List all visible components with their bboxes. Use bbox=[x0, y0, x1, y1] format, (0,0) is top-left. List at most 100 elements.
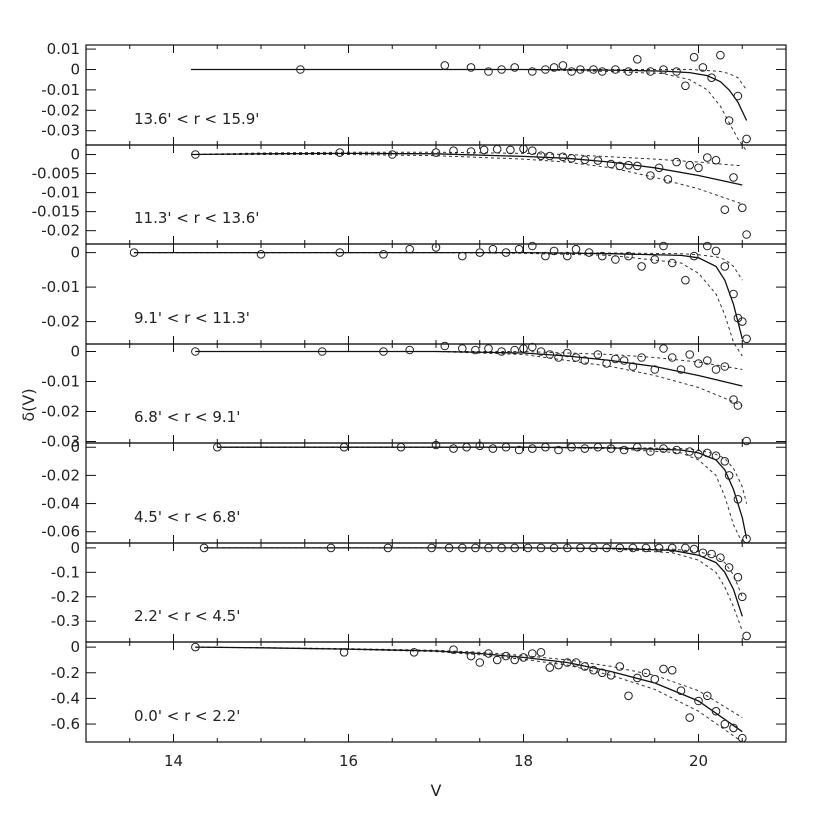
data-point bbox=[471, 543, 480, 553]
data-point bbox=[431, 148, 441, 157]
data-point bbox=[584, 248, 594, 257]
data-point bbox=[458, 251, 467, 261]
data-point bbox=[510, 63, 520, 72]
panel-4: 0 -0.01 -0.02 -0.03 6.8' < r < 9.1' bbox=[41, 341, 787, 451]
data-point bbox=[707, 549, 716, 559]
radius-range-label: 2.2' < r < 4.5' bbox=[134, 607, 240, 625]
y-tick-label: 0 bbox=[70, 244, 80, 262]
y-tick-label: -0.1 bbox=[51, 563, 80, 581]
radius-range-label: 6.8' < r < 9.1' bbox=[134, 408, 240, 426]
data-point bbox=[536, 648, 546, 657]
data-point bbox=[611, 65, 620, 74]
data-point bbox=[685, 447, 695, 456]
data-point bbox=[129, 248, 139, 257]
panel-frame bbox=[85, 641, 787, 743]
data-point bbox=[672, 445, 681, 455]
data-point bbox=[405, 244, 415, 254]
radius-range-label: 9.1' < r < 11.3' bbox=[134, 309, 250, 327]
data-point bbox=[405, 345, 415, 355]
data-point bbox=[716, 553, 725, 563]
data-point bbox=[501, 651, 511, 661]
data-point bbox=[659, 241, 668, 251]
y-tick-label: -0.02 bbox=[41, 101, 80, 119]
data-point bbox=[711, 246, 721, 256]
radius-range-label: 4.5' < r < 6.8' bbox=[134, 508, 240, 526]
data-point bbox=[641, 668, 651, 678]
y-tick-label: -0.4 bbox=[51, 689, 80, 707]
data-point bbox=[484, 649, 493, 658]
data-point bbox=[449, 645, 458, 655]
data-point bbox=[326, 543, 336, 553]
data-point bbox=[213, 442, 222, 452]
y-tick-label: -0.02 bbox=[41, 222, 80, 240]
data-point bbox=[449, 444, 458, 453]
data-point bbox=[497, 65, 506, 74]
data-point bbox=[471, 345, 480, 355]
y-tick-label: -0.02 bbox=[41, 466, 80, 484]
data-point bbox=[497, 347, 506, 356]
data-point bbox=[619, 445, 629, 455]
data-point bbox=[659, 664, 668, 674]
x-tick-label: 14 bbox=[164, 752, 183, 770]
panel-frame bbox=[85, 442, 787, 544]
data-point bbox=[488, 244, 498, 254]
data-point bbox=[379, 347, 388, 356]
data-point bbox=[698, 63, 708, 72]
data-point bbox=[720, 205, 730, 214]
data-point bbox=[475, 441, 485, 451]
data-point bbox=[720, 719, 730, 729]
data-point bbox=[339, 648, 349, 657]
dashed-curve-lower bbox=[191, 69, 748, 152]
panel-7: 0 -0.2 -0.4 -0.6 0.0' < r < 2.2' bbox=[51, 638, 787, 743]
data-point bbox=[506, 145, 515, 155]
solid-curve bbox=[191, 68, 748, 121]
data-point bbox=[256, 250, 266, 259]
data-point bbox=[580, 155, 590, 165]
data-point bbox=[624, 691, 633, 701]
data-point bbox=[545, 663, 555, 672]
data-point bbox=[720, 457, 730, 466]
data-point bbox=[396, 442, 406, 452]
data-point bbox=[466, 63, 476, 72]
data-point bbox=[593, 156, 603, 165]
data-point bbox=[528, 146, 537, 155]
dashed-curve-upper bbox=[217, 446, 748, 504]
data-point bbox=[541, 442, 550, 452]
data-point bbox=[611, 255, 620, 264]
data-point bbox=[388, 150, 397, 159]
data-point bbox=[536, 347, 546, 356]
data-point bbox=[554, 445, 563, 455]
data-point bbox=[711, 365, 721, 374]
data-point bbox=[615, 662, 625, 671]
data-point bbox=[580, 444, 590, 453]
data-point bbox=[606, 159, 616, 169]
data-point bbox=[554, 353, 563, 362]
y-tick-label: -0.03 bbox=[41, 122, 80, 140]
data-point bbox=[191, 347, 200, 356]
data-point bbox=[444, 543, 454, 553]
data-point bbox=[567, 154, 576, 163]
data-point bbox=[742, 334, 751, 344]
data-point bbox=[742, 631, 751, 641]
dashed-curve-lower bbox=[195, 351, 743, 406]
data-point bbox=[549, 63, 559, 72]
solid-curve bbox=[217, 446, 748, 539]
data-point bbox=[571, 658, 581, 667]
data-point bbox=[317, 347, 327, 356]
data-point bbox=[659, 65, 668, 74]
data-point bbox=[335, 148, 345, 157]
panel-frame bbox=[85, 542, 787, 643]
data-point bbox=[558, 152, 568, 162]
data-point bbox=[724, 471, 734, 480]
data-point bbox=[593, 442, 603, 452]
dashed-curve-upper bbox=[204, 547, 743, 597]
data-point bbox=[528, 444, 537, 453]
data-point bbox=[523, 543, 533, 553]
data-point bbox=[733, 572, 743, 582]
data-point bbox=[637, 262, 646, 271]
data-point bbox=[685, 713, 695, 722]
panel-3: 0 -0.01 -0.02 9.1' < r < 11.3' bbox=[41, 241, 787, 357]
data-point bbox=[720, 262, 730, 271]
data-point bbox=[703, 691, 712, 701]
data-point bbox=[379, 250, 388, 259]
